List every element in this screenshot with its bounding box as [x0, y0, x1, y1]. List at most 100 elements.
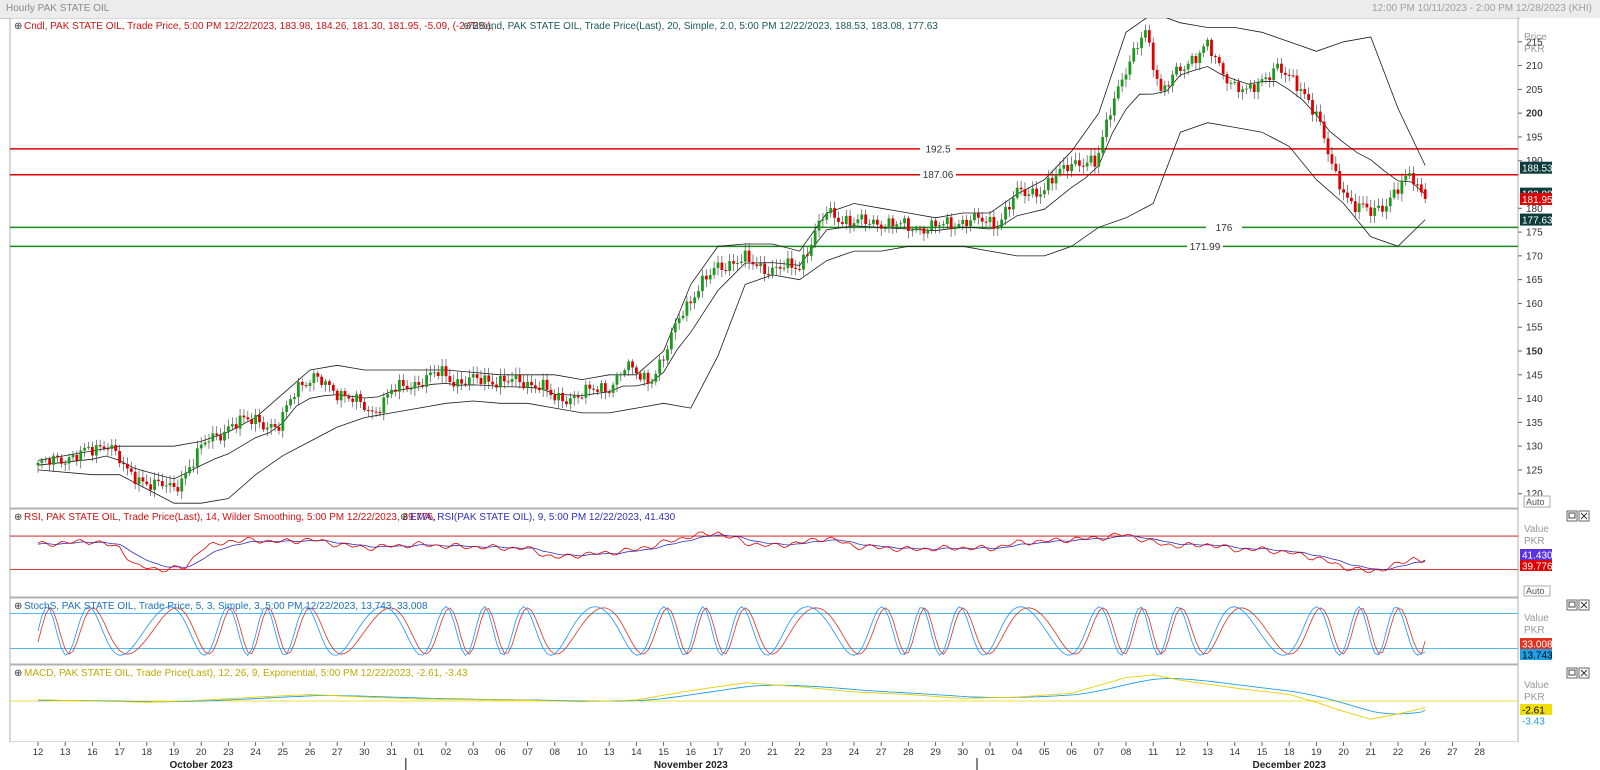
- maximize-icon[interactable]: [1566, 510, 1578, 522]
- candle-body: [59, 457, 63, 464]
- candle: [545, 373, 549, 398]
- candle-body: [335, 390, 339, 401]
- candle: [374, 406, 378, 418]
- zoom-icon[interactable]: ⊕: [14, 601, 22, 612]
- candle-body: [409, 388, 413, 390]
- candle-body: [619, 374, 623, 376]
- date-range-text: 12:00 PM 10/11/2023 - 2:00 PM 12/28/2023…: [1372, 3, 1592, 14]
- candle: [1252, 79, 1256, 100]
- zoom-icon[interactable]: ⊕: [14, 512, 22, 523]
- candle: [250, 413, 254, 430]
- chart-area[interactable]: 192.5 187.06 176 171.99 ⊕ Cndl, PAK STATE O…: [0, 18, 1600, 770]
- auto-scale-button[interactable]: [1523, 495, 1551, 508]
- panel-controls[interactable]: [1566, 510, 1590, 522]
- axis-tick-label: 195: [1526, 132, 1543, 143]
- stoch-d-line: [37, 607, 1426, 655]
- candle: [786, 250, 790, 274]
- level-label: 176: [1216, 223, 1233, 234]
- candle-body: [114, 445, 118, 451]
- candle: [491, 374, 495, 390]
- candle: [331, 382, 335, 396]
- candle-body: [1416, 184, 1419, 186]
- day-label: 17: [114, 747, 125, 758]
- zoom-icon[interactable]: ⊕: [14, 668, 22, 679]
- axis-unit: PKR: [1524, 625, 1545, 636]
- time-axis[interactable]: 12 13 16 17 18 19 20 23 24 25 26 27 30 31 01 02 03 06 07 08…: [10, 742, 1518, 770]
- candle-legend: Cndl, PAK STATE OIL, Trade Price, 5:00 P…: [24, 21, 494, 32]
- candle-body: [887, 218, 891, 229]
- candle-body: [1245, 88, 1248, 90]
- day-label: 05: [1039, 747, 1050, 758]
- candle: [1066, 157, 1070, 179]
- day-label: 10: [577, 747, 588, 758]
- candle: [1136, 42, 1140, 55]
- candle: [1241, 85, 1244, 100]
- candle-body: [1225, 74, 1229, 84]
- candle-body: [316, 373, 320, 377]
- stochastic-panel[interactable]: ⊕ StochS, PAK STATE OIL, Trade Price, 5,…: [9, 597, 1553, 665]
- price-axis[interactable]: PricePKR21521020520019519018017517016516…: [1518, 18, 1600, 508]
- candle: [631, 359, 634, 376]
- candle-body: [1283, 72, 1287, 75]
- candle-body: [246, 417, 250, 420]
- candle: [261, 416, 265, 433]
- candle: [87, 442, 90, 451]
- candle: [938, 222, 941, 234]
- day-label: 28: [1474, 747, 1485, 758]
- candle-body: [52, 455, 55, 465]
- candle: [751, 254, 755, 270]
- maximize-icon[interactable]: [1566, 667, 1578, 679]
- price-panel[interactable]: 192.5 187.06 176 171.99 ⊕ Cndl, PAK STATE O…: [9, 18, 1600, 509]
- candle: [227, 419, 230, 439]
- candle-body: [879, 224, 883, 229]
- candle: [164, 477, 168, 494]
- candle: [798, 261, 801, 272]
- candle-body: [526, 381, 529, 389]
- candle-body: [1315, 111, 1318, 115]
- candle-body: [192, 466, 195, 468]
- candle-body: [895, 224, 899, 227]
- zoom-icon[interactable]: ⊕: [463, 21, 471, 32]
- candle: [145, 474, 149, 487]
- macd-panel[interactable]: ⊕ MACD, PAK STATE OIL, Trade Price(Last)…: [9, 664, 1552, 743]
- candle: [903, 215, 906, 230]
- candle: [1388, 190, 1392, 213]
- candle-body: [250, 419, 254, 424]
- candle-body: [141, 477, 145, 482]
- candle-body: [821, 219, 825, 221]
- candle: [246, 410, 250, 422]
- candle: [1280, 57, 1283, 79]
- candle: [1346, 185, 1349, 204]
- candle: [607, 389, 611, 397]
- panel-controls[interactable]: [1566, 667, 1590, 679]
- auto-scale-button[interactable]: [1523, 585, 1551, 597]
- candle-body: [1349, 197, 1353, 202]
- candle-body: [1256, 82, 1260, 93]
- candle-body: [1233, 81, 1237, 83]
- candle: [584, 380, 588, 404]
- candle: [693, 291, 697, 309]
- candle-body: [184, 473, 188, 479]
- candle-body: [436, 372, 440, 376]
- zoom-icon[interactable]: ⊕: [14, 21, 22, 32]
- candle: [234, 417, 238, 434]
- candle: [879, 220, 883, 236]
- maximize-icon[interactable]: [1566, 599, 1578, 611]
- candle-body: [98, 445, 102, 447]
- candle-body: [530, 381, 533, 386]
- rsi-panel[interactable]: ⊕ RSI, PAK STATE OIL, Trade Price(Last),…: [9, 508, 1553, 598]
- panel-controls[interactable]: [1566, 599, 1590, 611]
- day-label: 07: [522, 747, 533, 758]
- candle-body: [234, 424, 238, 429]
- zoom-icon[interactable]: ⊕: [400, 512, 408, 523]
- candle-body: [650, 381, 654, 384]
- candle-body: [506, 381, 510, 383]
- candle: [875, 215, 879, 232]
- candle: [1182, 65, 1186, 79]
- candle: [254, 408, 257, 432]
- candle-body: [666, 349, 669, 361]
- candle-body: [1167, 85, 1171, 87]
